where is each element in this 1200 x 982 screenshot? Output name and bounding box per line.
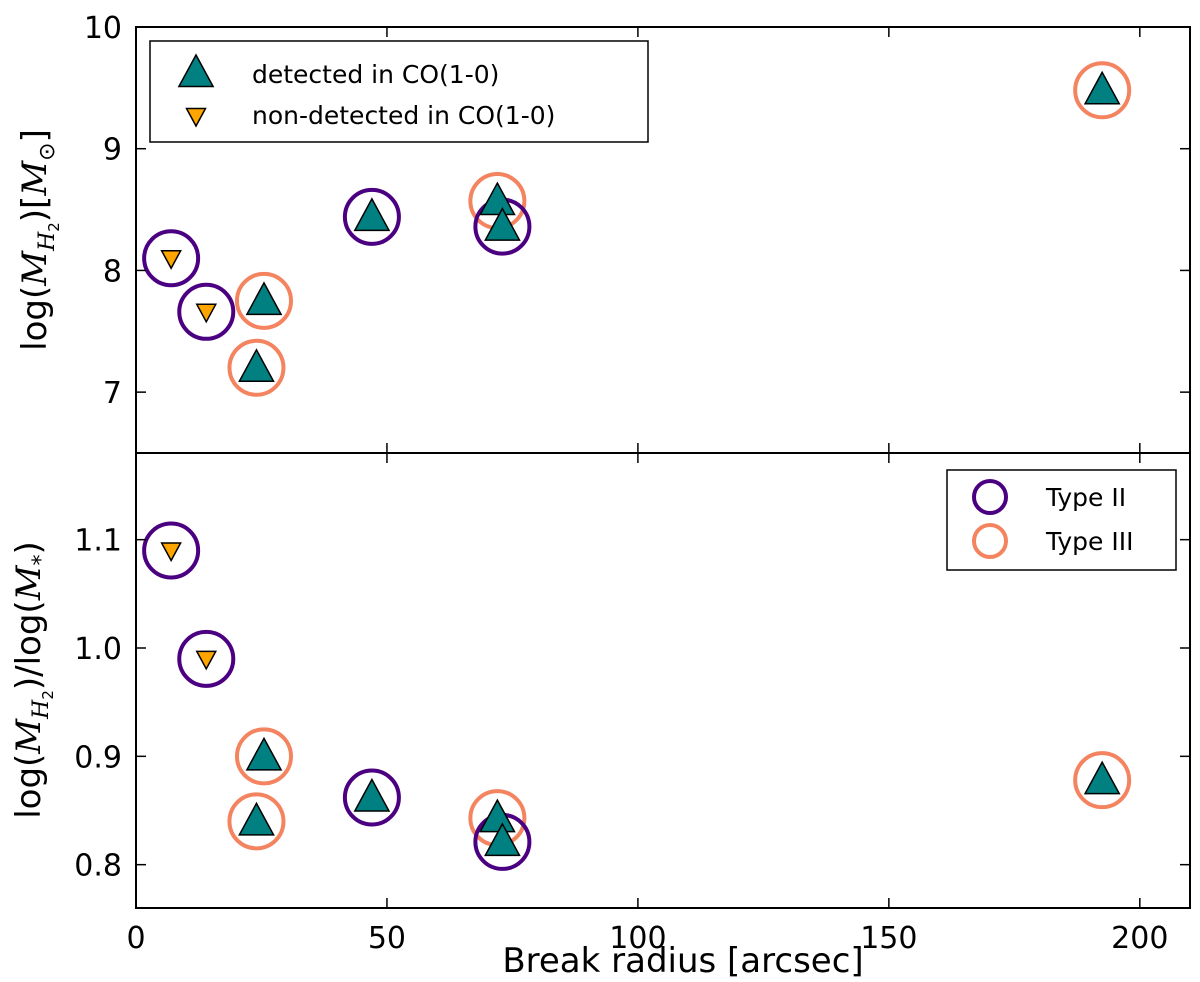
type-ii-ring — [177, 282, 236, 341]
legend-types: Type II Type III — [946, 469, 1177, 571]
y-tick-label: 0.8 — [74, 849, 122, 884]
y-tick-label: 7 — [103, 376, 122, 411]
axis-labels: 7 8 9 10 0.8 0.9 1.0 1.1 0 50 100 150 200 Break radiu… — [9, 11, 1168, 981]
legend-label-non-detected: non-detected in CO(1-0) — [252, 101, 555, 130]
type-iii-ring — [1073, 751, 1132, 810]
y-tick-label: 1.1 — [74, 524, 122, 559]
detected-marker — [479, 798, 516, 833]
top-panel — [142, 61, 1132, 397]
legend-detected-icon — [177, 53, 215, 88]
non-detected-marker — [160, 250, 182, 270]
type-ii-ring — [177, 629, 236, 688]
x-tick-label: 0 — [126, 921, 145, 956]
type-iii-ring — [1073, 61, 1132, 120]
axes-frame — [135, 26, 1191, 909]
legend-box — [149, 40, 649, 143]
legend-label-detected: detected in CO(1-0) — [252, 60, 499, 89]
x-tick-label: 100 — [609, 921, 666, 956]
y-tick-label: 10 — [84, 11, 122, 46]
legends: detected in CO(1-0) non-detected in CO(1-… — [149, 40, 1177, 571]
bottom-panel — [142, 521, 1132, 871]
non-detected-marker — [160, 542, 182, 563]
legend-type-iii-icon — [972, 523, 1008, 559]
type-ii-ring — [342, 187, 401, 246]
y-axis-title-bottom: log(MH2)/log(M*) — [9, 541, 57, 819]
x-tick-label: 200 — [1111, 921, 1168, 956]
detected-marker — [479, 181, 516, 216]
y-axis-title-top: log(MH2)[M⊙] — [15, 129, 63, 351]
detected-marker — [238, 348, 275, 383]
legend-non-detected-icon — [185, 107, 207, 128]
plot-frame — [135, 26, 1191, 909]
detected-marker — [238, 801, 275, 836]
detected-marker — [1083, 760, 1121, 795]
x-tick-label: 150 — [860, 921, 917, 956]
type-ii-ring — [142, 521, 201, 580]
non-detected-marker — [195, 303, 218, 324]
y-tick-label: 1.0 — [74, 632, 122, 667]
type-ii-ring — [342, 768, 401, 827]
detected-marker — [245, 281, 283, 316]
non-detected-marker — [195, 650, 218, 671]
y-tick-label: 9 — [103, 133, 122, 168]
type-iii-ring — [227, 338, 286, 397]
legend-box — [946, 469, 1177, 571]
y-tick-label: 8 — [103, 254, 122, 289]
detected-marker — [353, 197, 391, 232]
type-iii-ring — [234, 271, 293, 330]
detected-marker — [484, 822, 521, 857]
detected-marker — [484, 207, 521, 241]
legend-label-type-iii: Type III — [1045, 527, 1134, 556]
legend-type-ii-icon — [972, 479, 1008, 515]
detected-marker — [353, 777, 391, 812]
x-axis-title: Break radius [arcsec] — [502, 941, 863, 981]
legend-label-type-ii: Type II — [1045, 483, 1126, 512]
y-tick-label: 0.9 — [74, 740, 122, 775]
detected-marker — [1083, 70, 1121, 105]
legend-markers: detected in CO(1-0) non-detected in CO(1-… — [149, 40, 649, 143]
detected-marker — [245, 736, 283, 771]
type-ii-ring — [142, 229, 201, 288]
x-tick-label: 50 — [368, 921, 406, 956]
type-iii-ring — [234, 727, 293, 786]
type-iii-ring — [227, 792, 286, 851]
